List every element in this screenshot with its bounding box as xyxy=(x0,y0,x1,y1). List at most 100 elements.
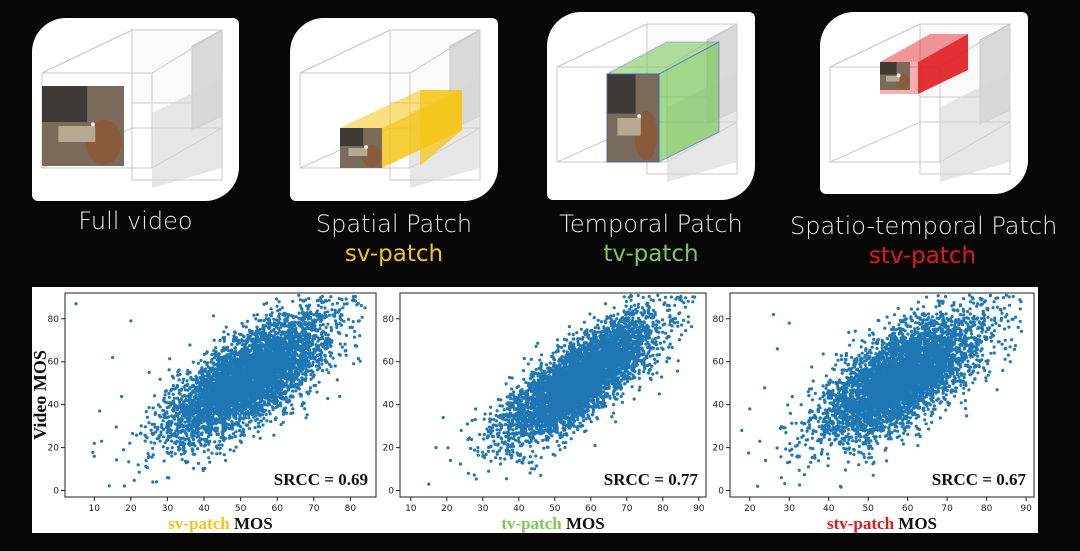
scatter-point xyxy=(306,392,311,396)
scatter-point xyxy=(198,384,203,388)
scatter-point xyxy=(294,389,298,393)
scatter-point xyxy=(205,373,209,377)
cube-edge xyxy=(41,29,133,74)
scatter-point xyxy=(150,422,154,426)
scatter-point xyxy=(264,366,268,370)
scatter-point xyxy=(330,328,334,332)
scatter-point xyxy=(320,334,324,338)
scatter-point xyxy=(266,336,270,340)
scatter-point xyxy=(238,439,242,443)
scatter-point xyxy=(264,313,268,317)
scatter-point xyxy=(188,427,192,432)
scatter-point xyxy=(241,421,245,425)
scatter-point xyxy=(179,397,183,401)
scatter-point xyxy=(277,347,281,351)
scatter-point xyxy=(178,410,183,414)
scatter-point xyxy=(91,450,95,454)
scatter-point xyxy=(255,313,259,317)
scatter-point xyxy=(228,368,232,372)
scatter-point xyxy=(272,380,277,384)
scatter-point xyxy=(204,440,208,444)
scatter-point xyxy=(165,411,169,415)
scatter-point xyxy=(178,443,182,447)
scatter-point xyxy=(279,392,283,396)
scatter-point xyxy=(151,406,155,410)
scatter-point xyxy=(120,394,124,399)
scatter-point xyxy=(227,407,231,411)
scatter-point xyxy=(282,349,286,353)
scatter-point xyxy=(177,391,181,395)
scatter-point xyxy=(336,330,341,334)
scatter-point xyxy=(299,393,303,397)
scatter-point xyxy=(306,317,310,321)
scatter-plots-panel: 10 20 30 40 50 60 70 80 0 20 40 60 80 SRCC = 0.69 sv-p… xyxy=(32,287,1038,533)
temporal-patch-card xyxy=(547,12,755,200)
scatter-point xyxy=(253,426,257,430)
scatter-point xyxy=(215,393,219,397)
scatter-point xyxy=(153,441,157,445)
scatter-point xyxy=(228,434,232,438)
scatter-point xyxy=(237,423,241,427)
scatter-point xyxy=(270,392,274,396)
scatter-point xyxy=(174,429,178,433)
scatter-point xyxy=(114,425,118,429)
scatter-point xyxy=(210,353,214,357)
scatter-point xyxy=(161,419,165,423)
scatter-point xyxy=(190,430,194,435)
scatter-point xyxy=(216,433,220,437)
scatter-point xyxy=(281,420,285,424)
scatter-point xyxy=(278,308,282,312)
scatter-point xyxy=(313,350,317,354)
scatter-point xyxy=(210,400,214,404)
scatter-point xyxy=(196,432,200,436)
scatter-point xyxy=(194,408,199,412)
scatter-point xyxy=(288,353,292,357)
scatter-point xyxy=(278,317,282,321)
scatter-point xyxy=(132,478,136,482)
scatter-point xyxy=(234,339,238,343)
scatter-point xyxy=(235,397,239,401)
scatter-point xyxy=(241,339,245,343)
tv-patch-outline xyxy=(606,73,660,163)
scatter-point xyxy=(318,366,322,370)
scatter-point xyxy=(184,431,188,435)
scatter-point xyxy=(189,413,193,417)
scatter-point xyxy=(288,395,292,399)
scatter-point xyxy=(280,306,284,310)
scatter-point xyxy=(205,350,209,354)
scatter-point xyxy=(181,394,185,398)
scatter-point xyxy=(317,348,322,352)
scatter-point xyxy=(244,393,248,398)
scatter-point xyxy=(256,421,261,425)
stv-patch-frame xyxy=(880,62,910,90)
scatter-point xyxy=(353,329,357,333)
scatter-point xyxy=(329,351,334,355)
scatter-point xyxy=(291,299,295,303)
scatter-point xyxy=(248,336,252,341)
scatter-point xyxy=(175,435,179,439)
scatter-point xyxy=(197,439,201,443)
tv-patch-label: tv-patch xyxy=(603,241,699,267)
scatter-point xyxy=(267,317,271,321)
scatter-point xyxy=(314,320,318,324)
scatter-point xyxy=(281,312,285,317)
video-frame-shadow xyxy=(607,74,636,114)
scatter-point xyxy=(185,410,189,414)
scatter-point xyxy=(183,415,187,419)
scatter-point xyxy=(352,335,357,339)
scatter-point xyxy=(283,367,287,371)
scatter-point xyxy=(153,425,157,429)
scatter-point xyxy=(303,379,308,383)
scatter-point xyxy=(207,417,211,421)
scatter-point xyxy=(314,383,318,387)
scatter-point xyxy=(190,447,194,451)
scatter-point xyxy=(210,422,214,426)
scatter-point xyxy=(316,353,321,357)
scatter-point xyxy=(167,395,171,399)
scatter-point xyxy=(199,426,203,430)
scatter-point xyxy=(264,350,268,354)
scatter-point xyxy=(171,376,176,380)
scatter-point xyxy=(267,402,271,406)
video-frame-shadow xyxy=(340,128,364,146)
scatter-point xyxy=(188,343,192,347)
